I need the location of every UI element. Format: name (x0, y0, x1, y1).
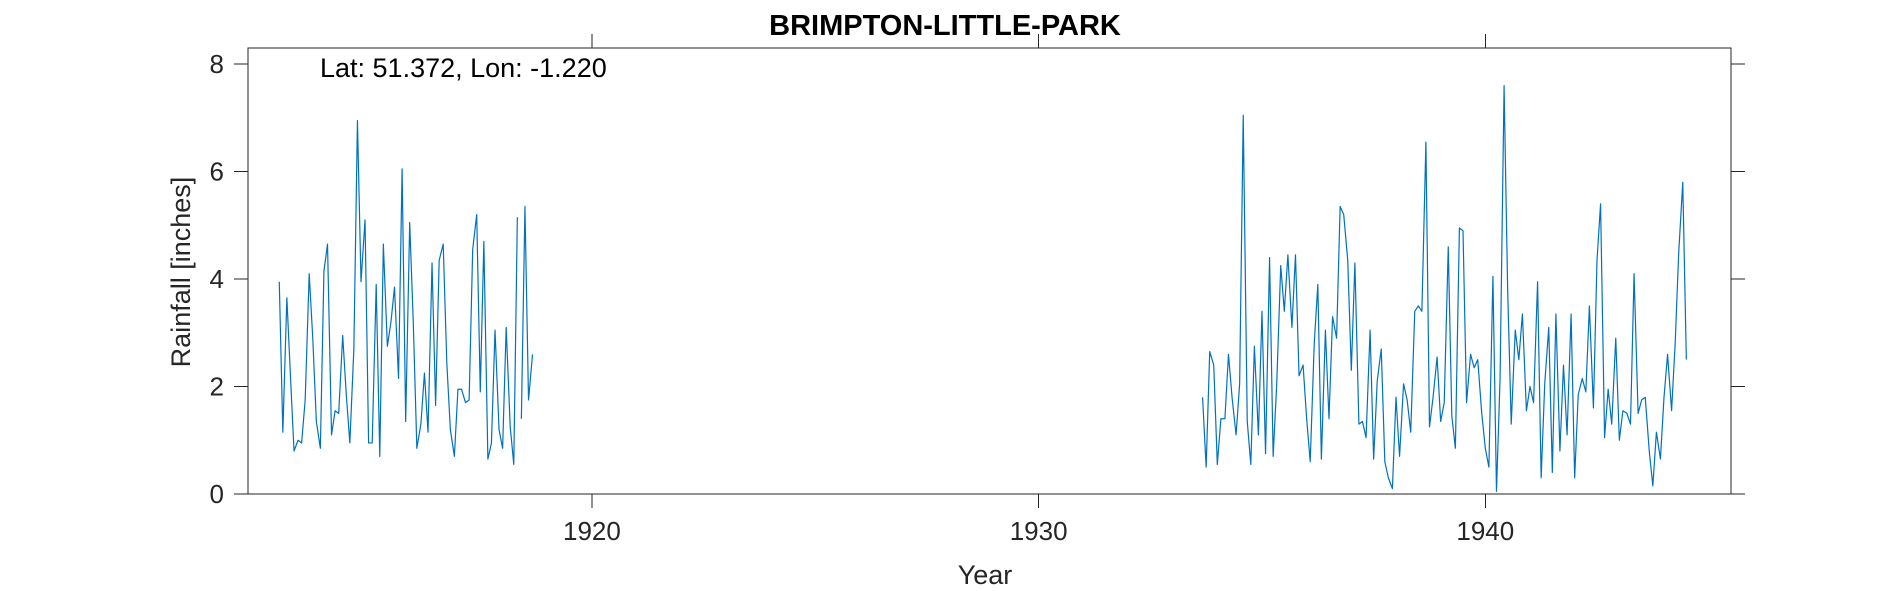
chart-title: BRIMPTON-LITTLE-PARK (769, 10, 1121, 42)
plot-frame (247, 47, 1732, 495)
y-tick-label: 6 (210, 157, 224, 187)
x-tick-label: 1930 (1010, 516, 1068, 546)
series-group (278, 85, 1687, 492)
y-tick-label: 4 (210, 264, 224, 294)
y-tick-label: 0 (210, 479, 224, 509)
rainfall-series-line (1201, 85, 1687, 492)
y-axis-label: Rainfall [inches] (166, 177, 196, 368)
rainfall-series-line (278, 119, 518, 466)
x-tick-label: 1940 (1456, 516, 1514, 546)
axes (247, 47, 1732, 495)
axis-ticks: 0 2 4 6 8 1920 1930 1940 (210, 34, 1745, 546)
location-annotation: Lat: 51.372, Lon: -1.220 (320, 53, 607, 83)
y-tick-label: 2 (210, 372, 224, 402)
x-axis-label: Year (958, 560, 1013, 590)
y-tick-label: 8 (210, 49, 224, 79)
x-tick-label: 1920 (563, 516, 621, 546)
rainfall-series-line (520, 205, 534, 419)
